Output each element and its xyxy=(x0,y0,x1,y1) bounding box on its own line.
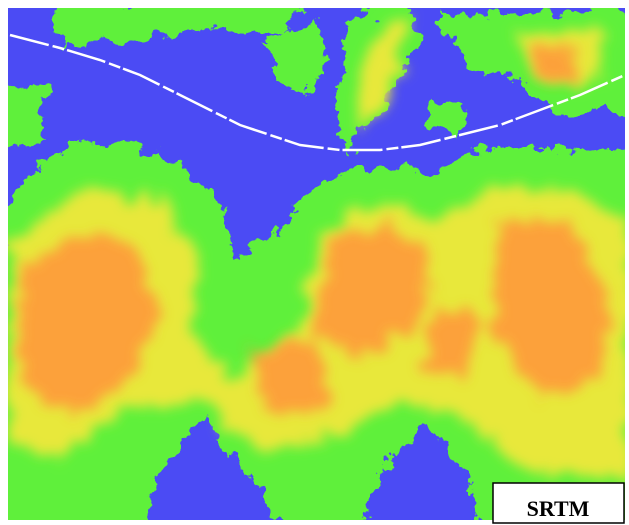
map-label-box: SRTM xyxy=(493,483,624,523)
page: {"map_label": "SRTM"} html, body { margi… xyxy=(0,0,629,525)
map-label: SRTM xyxy=(527,496,590,521)
elevation-map xyxy=(0,0,629,525)
page-body: SRTM (() => { const data = JSON.parse(do… xyxy=(0,0,629,525)
map-view: SRTM xyxy=(0,0,629,525)
